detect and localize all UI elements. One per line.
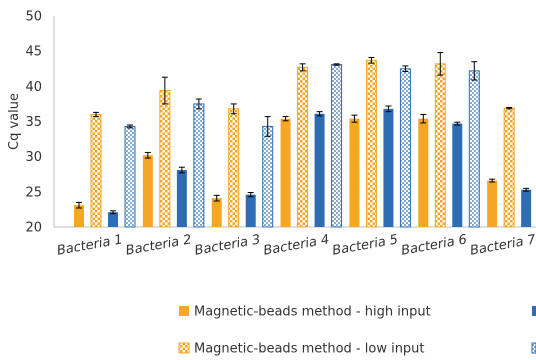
category-label: Bacteria 3 (194, 232, 262, 258)
legend-swatch (178, 342, 190, 354)
y-tick-label: 40 (25, 80, 42, 95)
y-tick-label: 45 (25, 45, 42, 60)
bar (349, 118, 360, 227)
legend-label: Magnetic-beads method - low input (194, 342, 425, 357)
bars-layer (74, 52, 532, 228)
y-tick-label: 35 (25, 115, 42, 130)
y-tick-label: 25 (25, 185, 42, 200)
bar (280, 118, 291, 227)
y-tick-label: 20 (25, 221, 42, 236)
bar (487, 180, 498, 227)
y-tick-label: 50 (25, 10, 42, 25)
category-label: Bacteria 5 (331, 232, 399, 258)
legend-swatch-cropped (532, 306, 536, 316)
bar (262, 125, 274, 228)
bar (90, 113, 102, 228)
bar (124, 125, 136, 228)
bar (159, 90, 171, 228)
bar (503, 107, 515, 228)
legend-label: Magnetic-beads method - high input (194, 305, 431, 320)
category-label: Bacteria 6 (400, 232, 468, 258)
bar (108, 212, 118, 227)
bar (418, 118, 429, 227)
y-tick-label: 30 (25, 150, 42, 165)
legend: Magnetic-beads method - high input Magnet… (178, 305, 536, 357)
bar (434, 63, 446, 228)
category-label: Bacteria 1 (56, 232, 124, 258)
bar (228, 108, 240, 228)
bar (176, 170, 187, 227)
bar (521, 189, 532, 227)
category-label: Bacteria 7 (469, 232, 536, 258)
bar (468, 70, 480, 228)
bar (314, 113, 325, 227)
bar (365, 59, 377, 228)
bar (399, 68, 411, 228)
legend-swatch (179, 306, 189, 316)
bar (211, 198, 222, 227)
category-label: Bacteria 2 (125, 232, 193, 258)
legend-swatch-cropped (531, 342, 536, 354)
bar (297, 66, 309, 228)
bar (331, 64, 343, 228)
category-label: Bacteria 4 (262, 232, 330, 258)
bar (452, 123, 463, 227)
y-axis-label: Cq value (7, 93, 22, 150)
bar (383, 108, 394, 227)
bar (142, 155, 153, 227)
bar (74, 205, 84, 227)
bar (245, 194, 256, 227)
bar (193, 103, 205, 228)
